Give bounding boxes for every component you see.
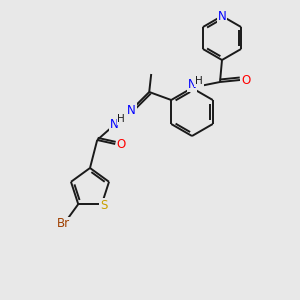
Text: N: N: [127, 103, 136, 116]
Text: S: S: [100, 199, 107, 212]
Text: N: N: [110, 118, 118, 131]
Text: O: O: [242, 74, 250, 86]
Text: H: H: [195, 76, 203, 86]
Text: H: H: [117, 114, 125, 124]
Text: Br: Br: [57, 218, 70, 230]
Text: N: N: [218, 10, 226, 22]
Text: O: O: [117, 137, 126, 151]
Text: N: N: [188, 79, 196, 92]
